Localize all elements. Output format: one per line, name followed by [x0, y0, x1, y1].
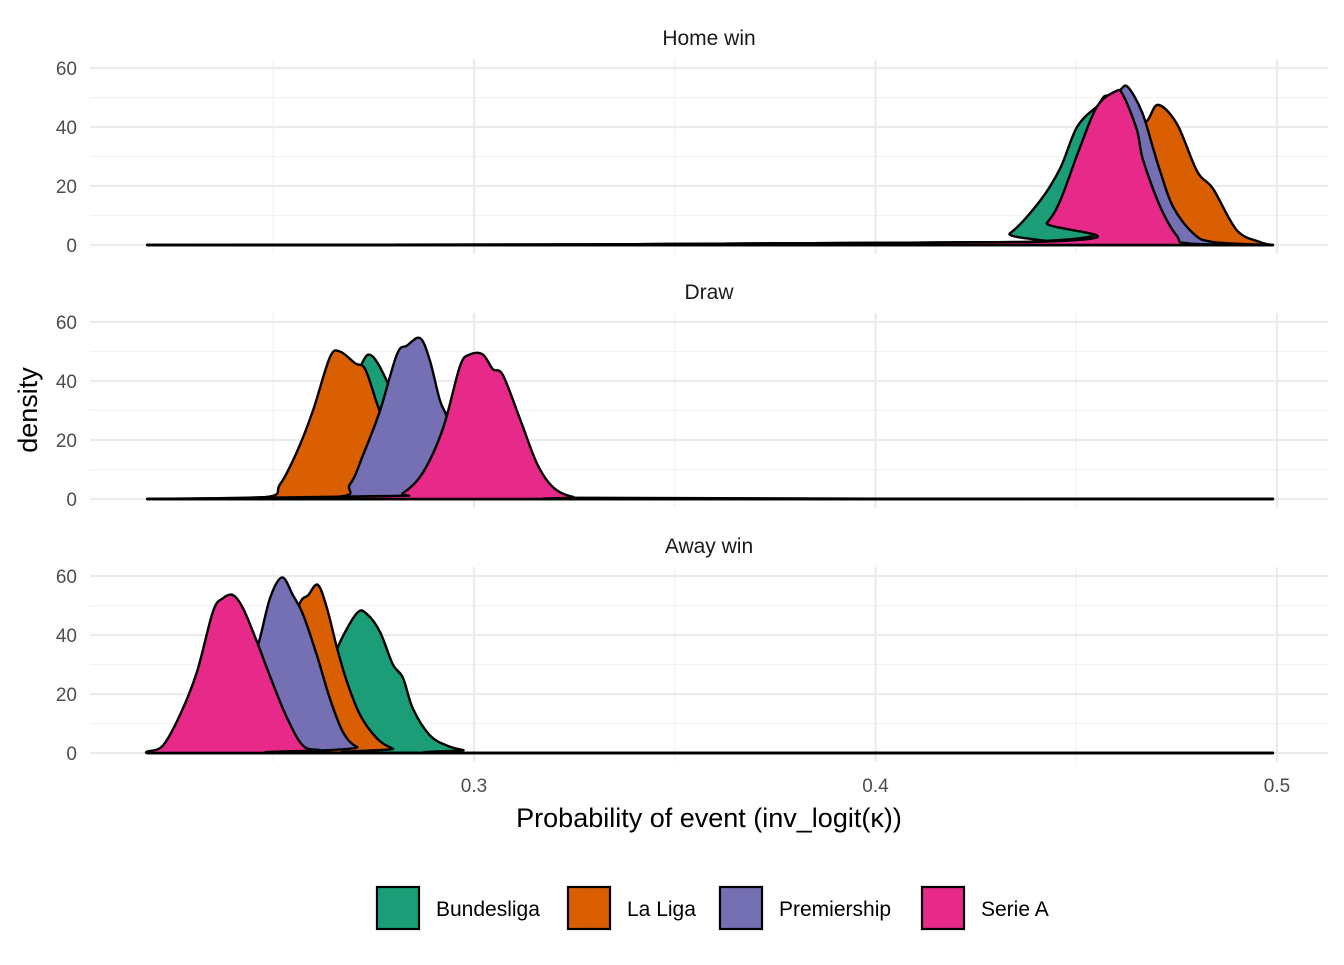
legend-label: Premiership	[779, 898, 891, 921]
density-serie-a	[145, 351, 1275, 501]
y-tick-label: 40	[56, 372, 77, 393]
density-serie-a	[144, 593, 1275, 755]
facet-panel: 0 20 40 60 Away win	[56, 535, 1328, 765]
facet-title: Draw	[684, 281, 734, 304]
y-tick-label: 0	[66, 490, 77, 511]
facet-title: Away win	[665, 535, 753, 558]
x-axis-label: Probability of event (inv_logit(κ))	[516, 803, 902, 833]
y-axis-label: density	[13, 367, 43, 453]
y-tick-label: 60	[56, 567, 77, 588]
x-tick-label: 0.4	[862, 776, 889, 797]
density-serie-a	[145, 88, 1275, 247]
y-tick-label: 40	[56, 626, 77, 647]
legend-label: La Liga	[627, 898, 696, 921]
x-tick-label: 0.3	[461, 776, 487, 797]
legend-key	[718, 885, 764, 931]
legend-key	[375, 885, 421, 931]
facet-panel: 0 20 40 60 Draw	[56, 281, 1328, 511]
legend-item: Serie A	[920, 885, 1049, 931]
density-la-liga	[145, 349, 1275, 501]
y-tick-label: 20	[56, 685, 77, 706]
facet-panel: 0 20 40 60 Home win	[56, 27, 1328, 257]
legend: Bundesliga La Liga Premiership Serie A	[375, 885, 1049, 931]
legend-key	[920, 885, 966, 931]
x-tick-label: 0.5	[1264, 776, 1290, 797]
y-tick-label: 20	[56, 177, 77, 198]
legend-item: La Liga	[566, 885, 696, 931]
legend-key	[566, 885, 612, 931]
legend-label: Bundesliga	[436, 898, 540, 921]
facet-title: Home win	[662, 27, 755, 50]
y-tick-label: 40	[56, 118, 77, 139]
legend-item: Bundesliga	[375, 885, 540, 931]
legend-label: Serie A	[981, 898, 1049, 921]
y-tick-label: 0	[66, 236, 77, 257]
y-tick-label: 0	[66, 744, 77, 765]
y-tick-label: 60	[56, 59, 77, 80]
y-tick-label: 20	[56, 431, 77, 452]
y-tick-label: 60	[56, 313, 77, 334]
legend-item: Premiership	[718, 885, 891, 931]
